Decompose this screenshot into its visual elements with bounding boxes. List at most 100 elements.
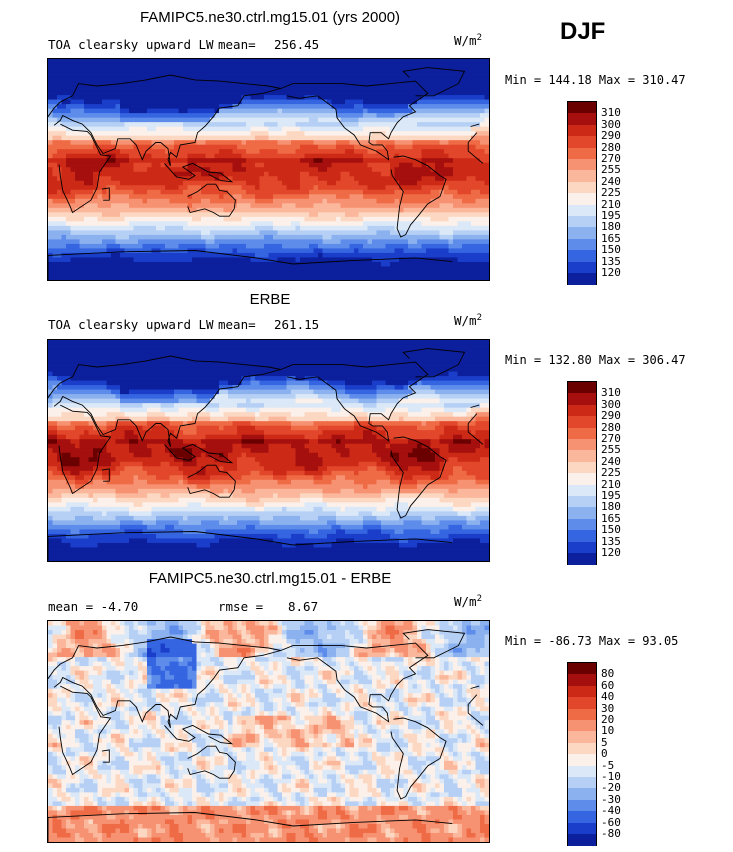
panel-1-stat-label: mean=	[218, 37, 256, 52]
colorbar-tick-label: -10	[601, 770, 621, 783]
panel-2-variable-label: TOA clearsky upward LW	[48, 317, 214, 332]
colorbar-swatch	[568, 799, 596, 812]
colorbar-tick-label: 40	[601, 690, 615, 704]
colorbar-tick-label: 135	[601, 254, 621, 268]
colorbar-tick-label: 225	[601, 186, 621, 200]
colorbar-swatch	[568, 811, 596, 824]
panel-3-mean-label: mean = -4.70	[48, 599, 139, 614]
panel-2-map	[47, 339, 490, 562]
panel-2-title: ERBE	[249, 291, 291, 308]
colorbar-tick-label: 255	[601, 443, 621, 457]
colorbar-swatch	[568, 697, 596, 710]
coastline	[390, 155, 447, 238]
colorbar-swatch	[568, 708, 596, 721]
colorbar-tick-label: 165	[601, 511, 621, 525]
coastline	[164, 162, 234, 183]
colorbar-tick-label: -80	[601, 827, 621, 840]
colorbar-tick-label: 10	[601, 724, 615, 738]
colorbar-swatch	[568, 261, 596, 274]
colorbar-swatch	[568, 685, 596, 698]
colorbar-swatch	[568, 439, 596, 451]
coastline	[58, 685, 484, 776]
colorbar-swatch	[568, 663, 596, 675]
colorbar-swatch	[568, 496, 596, 508]
coastline	[390, 436, 447, 519]
map-field-svg	[48, 621, 489, 842]
panel-3-minmax: Min = -86.73 Max = 93.05	[505, 634, 679, 648]
colorbar-tick-label: -60	[601, 815, 621, 829]
panel-1-minmax: Min = 144.18 Max = 310.47	[505, 73, 686, 87]
coastline	[164, 443, 234, 464]
colorbar-tick-label: 280	[601, 420, 621, 434]
colorbar-swatch	[568, 181, 596, 194]
colorbar-swatches	[567, 662, 597, 847]
panel-3-title: FAMIPC5.ne30.ctrl.mg15.01 - ERBE	[148, 570, 392, 587]
colorbar-tick-label: 270	[601, 152, 621, 165]
colorbar-tick-label: 120	[601, 546, 621, 559]
colorbar-swatch	[568, 238, 596, 251]
colorbar-swatch	[568, 159, 596, 171]
colorbar-swatch	[568, 393, 596, 406]
coastline	[280, 361, 429, 442]
colorbar-tick-label: 150	[601, 523, 621, 537]
panel-3-map	[47, 620, 490, 843]
coastline	[390, 717, 447, 800]
colorbar-tick-label: -5	[601, 758, 615, 772]
colorbar-tick-label: 80	[601, 667, 615, 681]
coastline	[58, 404, 484, 495]
colorbar-swatch	[568, 450, 596, 463]
coastline	[48, 531, 453, 561]
colorbar-swatches	[567, 381, 597, 566]
panel-1-map	[47, 58, 490, 281]
colorbar-swatch	[568, 193, 596, 206]
colorbar-tick-label: 210	[601, 197, 621, 211]
colorbar-swatch	[568, 102, 596, 114]
colorbar-tick-label: 5	[601, 735, 608, 749]
panel-3-units: W/m2	[454, 594, 482, 610]
colorbar-tick-label: 30	[601, 701, 615, 715]
coastline	[280, 80, 429, 161]
colorbar-tick-label: 20	[601, 713, 615, 726]
panel-2-minmax: Min = 132.80 Max = 306.47	[505, 353, 686, 367]
colorbar-swatch	[568, 720, 596, 732]
colorbar-tick-label: 180	[601, 500, 621, 514]
map-field-svg	[48, 340, 489, 561]
colorbar-swatch	[568, 273, 596, 285]
colorbar-tick-label: 195	[601, 489, 621, 502]
colorbar-tick-label: 0	[601, 747, 608, 761]
colorbar-swatch	[568, 484, 596, 497]
colorbar-tick-label: 240	[601, 174, 621, 188]
colorbar-tick-label: -40	[601, 804, 621, 818]
colorbar-swatch	[568, 382, 596, 394]
colorbar-swatch	[568, 518, 596, 531]
colorbar-tick-label: 310	[601, 106, 621, 120]
coastline	[402, 348, 466, 378]
colorbar-tick-label: 300	[601, 117, 621, 131]
season-label: DJF	[560, 18, 606, 45]
panel-3-stat-value: 8.67	[288, 599, 319, 614]
colorbar-tick-label: 300	[601, 397, 621, 411]
colorbar-swatch	[568, 731, 596, 744]
panel-2-units: W/m2	[454, 313, 482, 329]
colorbar-swatch	[568, 788, 596, 801]
colorbar-swatches	[567, 101, 597, 286]
colorbar-tick-label: 225	[601, 466, 621, 480]
coastline	[48, 636, 281, 728]
colorbar-swatch	[568, 147, 596, 160]
panel-2-stat-label: mean=	[218, 317, 256, 332]
coastline	[48, 812, 453, 842]
colorbar-tick-label: -20	[601, 781, 621, 795]
colorbar-tick-label: 210	[601, 477, 621, 491]
panel-3-stat-label: rmse =	[218, 599, 264, 614]
colorbar-swatch	[568, 674, 596, 687]
colorbar-tick-label: 120	[601, 266, 621, 279]
colorbar-swatch	[568, 834, 596, 846]
colorbar-swatch	[568, 553, 596, 565]
colorbar-swatch	[568, 742, 596, 755]
coastline	[187, 464, 236, 498]
colorbar-swatch	[568, 404, 596, 417]
panel-1-stat-value: 256.45	[274, 37, 320, 52]
colorbar-tick-label: 280	[601, 140, 621, 154]
colorbar-tick-label: 180	[601, 220, 621, 234]
colorbar-swatch	[568, 113, 596, 126]
